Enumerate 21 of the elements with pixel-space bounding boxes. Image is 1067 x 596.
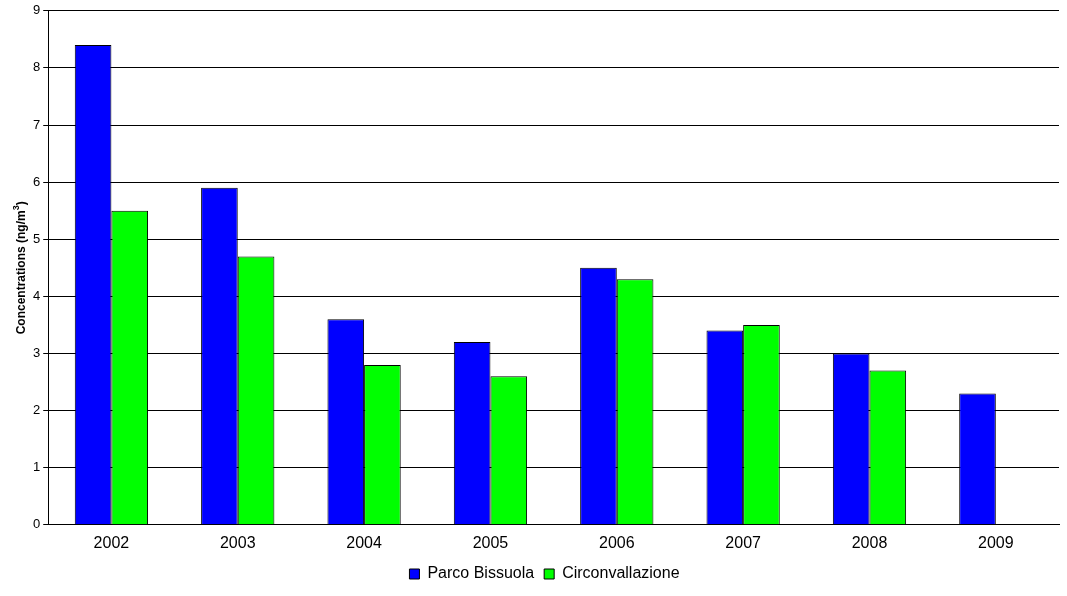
y-tick-label: 5 [33,230,41,246]
x-tick-label: 2006 [598,533,635,551]
y-tick-label: 2 [33,402,41,418]
y-tick-label: 9 [33,2,41,18]
y-tick-label: 6 [33,173,41,189]
y-tick-label: 1 [33,459,41,475]
y-tick-label: 0 [33,516,41,532]
x-tick-label: 2003 [219,533,256,551]
x-tick-label: 2004 [346,533,382,551]
x-tick-label: 2009 [978,533,1014,551]
y-tick-label: 3 [33,345,41,361]
y-axis-title: Concentrations (ng/m3) [11,201,29,335]
x-tick-label: 2007 [725,533,762,551]
x-tick-label: 2005 [472,533,509,551]
legend-label: Parco Bissuola [427,564,535,582]
x-tick-label: 2002 [93,533,130,551]
legend-label: Circonvallazione [562,564,680,582]
y-tick-label: 7 [33,116,41,132]
x-tick-label: 2008 [851,533,888,551]
y-tick-label: 8 [33,59,41,75]
y-tick-label: 4 [33,287,41,303]
